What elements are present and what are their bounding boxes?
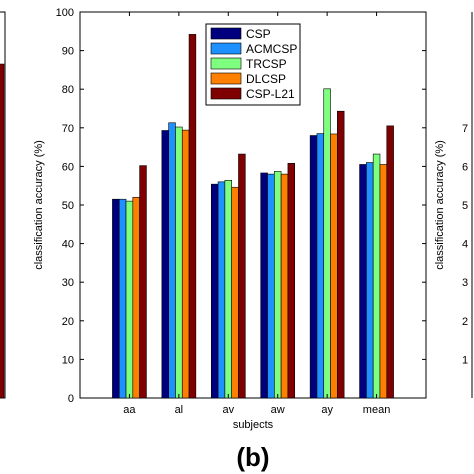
y-axis-label: classification accuracy (%) bbox=[33, 140, 45, 270]
legend-swatch-csp bbox=[210, 27, 242, 40]
bar-acmcsp-mean bbox=[366, 162, 374, 399]
bar-csp-l21-av bbox=[238, 153, 246, 399]
bar-trcsp-aw bbox=[274, 171, 282, 399]
panel-label: (b) bbox=[236, 442, 269, 472]
x-axis: aa al av aw ay mean bbox=[123, 12, 390, 416]
y-tick-label: 60 bbox=[62, 161, 74, 173]
y-tick-label: 50 bbox=[62, 200, 74, 212]
right-panel-tick-label: 7 bbox=[462, 123, 468, 135]
legend-label-acmcsp: ACMCSP bbox=[246, 42, 297, 56]
legend-label-csp-l21: CSP-L21 bbox=[246, 87, 295, 101]
y-tick-label: 90 bbox=[62, 46, 74, 58]
y-tick-label: 80 bbox=[62, 84, 74, 96]
x-tick-label: ay bbox=[321, 404, 333, 416]
y-tick-label: 40 bbox=[62, 239, 74, 251]
bar-acmcsp-ay bbox=[316, 133, 325, 399]
bar-acmcsp-av bbox=[217, 181, 226, 399]
right-panel-tick-label: 3 bbox=[462, 277, 468, 289]
legend-label-trcsp: TRCSP bbox=[246, 57, 287, 71]
y-tick-label: 100 bbox=[56, 7, 74, 19]
bar-chart: 0 10 20 30 40 50 60 70 80 90 100 aa al av aw ay mean cl… bbox=[33, 7, 427, 431]
x-axis-label: subjects bbox=[233, 419, 274, 431]
bar-csp-l21-ay bbox=[337, 110, 345, 399]
bar-dlcsp-al bbox=[181, 129, 190, 399]
right-panel-tick-label: 6 bbox=[462, 161, 468, 173]
bar-csp-mean bbox=[359, 164, 367, 399]
bar-acmcsp-aw bbox=[267, 173, 275, 399]
bar-dlcsp-aw bbox=[280, 173, 289, 399]
x-tick-label: aw bbox=[271, 404, 285, 416]
legend-label-csp: CSP bbox=[246, 27, 271, 41]
bar-csp-av bbox=[210, 183, 219, 399]
right-panel-tick-label: 1 bbox=[462, 354, 468, 366]
bar-csp-aa bbox=[112, 198, 120, 399]
bar-csp-aw bbox=[260, 172, 268, 399]
y-axis: 0 10 20 30 40 50 60 70 80 90 100 bbox=[56, 7, 426, 405]
right-panel-ylabel: classification accuracy (%) bbox=[434, 140, 446, 270]
x-tick-label: aa bbox=[123, 404, 136, 416]
bar-csp-l21-al bbox=[188, 34, 197, 399]
right-panel-tick-label: 4 bbox=[462, 239, 468, 251]
y-tick-label: 30 bbox=[62, 277, 74, 289]
bar-csp-ay bbox=[309, 135, 318, 399]
legend-swatch-acmcsp bbox=[210, 42, 242, 55]
bars-group bbox=[112, 34, 394, 399]
x-tick-label: al bbox=[175, 404, 184, 416]
bar-csp-l21-aa bbox=[139, 165, 147, 399]
x-tick-label: mean bbox=[363, 404, 391, 416]
bar-trcsp-av bbox=[224, 179, 232, 399]
bar-dlcsp-mean bbox=[379, 164, 388, 399]
bar-csp-l21-mean bbox=[386, 125, 394, 399]
legend-swatch-dlcsp bbox=[210, 72, 242, 85]
bar-csp-al bbox=[161, 130, 169, 399]
right-panel-tick-label: 5 bbox=[462, 200, 468, 212]
x-tick-label: av bbox=[222, 404, 234, 416]
left-panel-fragment bbox=[0, 11, 6, 399]
bar-trcsp-ay bbox=[323, 88, 331, 399]
bar-dlcsp-aa bbox=[132, 196, 140, 399]
y-tick-label: 10 bbox=[62, 354, 74, 366]
bar-csp-l21-aw bbox=[287, 163, 296, 399]
y-tick-label: 20 bbox=[62, 316, 74, 328]
bar-trcsp-mean bbox=[372, 153, 381, 399]
bar-trcsp-al bbox=[175, 126, 183, 399]
bar-dlcsp-ay bbox=[330, 133, 338, 399]
y-tick-label: 0 bbox=[68, 393, 74, 405]
y-tick-label: 70 bbox=[62, 123, 74, 135]
right-panel-tick-label: 2 bbox=[462, 316, 468, 328]
bar-trcsp-aa bbox=[125, 200, 134, 399]
legend-swatch-trcsp bbox=[210, 57, 242, 70]
bar-acmcsp-aa bbox=[118, 198, 127, 399]
bar-dlcsp-av bbox=[231, 186, 239, 399]
legend-label-dlcsp: DLCSP bbox=[246, 72, 286, 86]
legend-swatch-csp-l21 bbox=[210, 87, 242, 100]
right-panel-fragment: classification accuracy (%) 7 6 5 4 3 2 1 bbox=[434, 12, 473, 398]
bar-acmcsp-al bbox=[168, 122, 176, 399]
